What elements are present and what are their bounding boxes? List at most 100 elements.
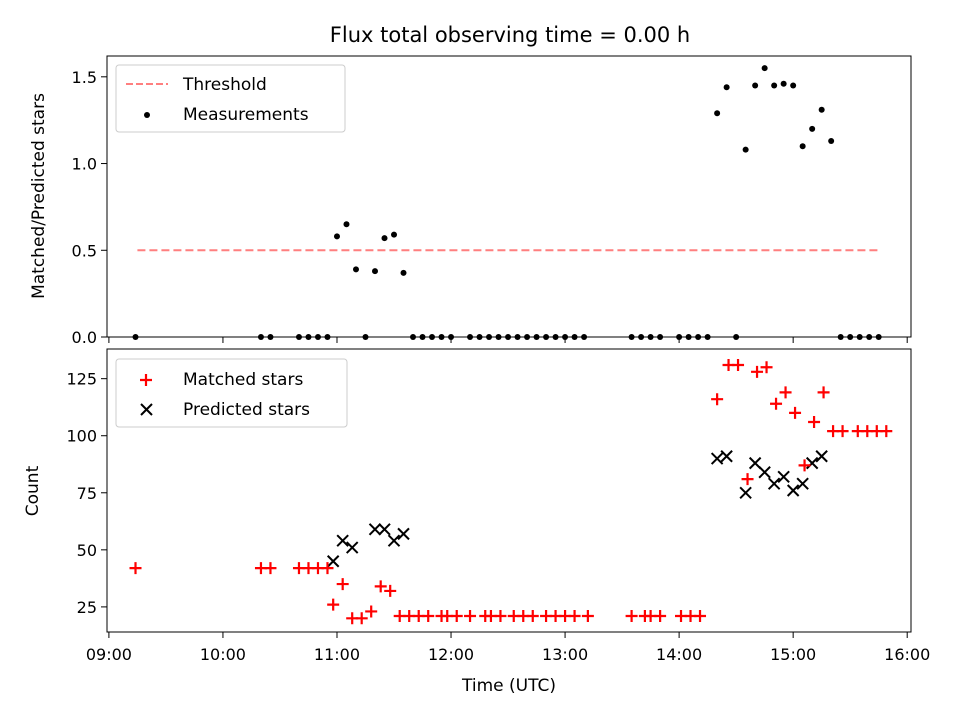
top-axes-frame xyxy=(106,55,912,338)
matched-star-point xyxy=(798,459,811,472)
matched-star-point xyxy=(568,610,581,623)
bottom-legend: Matched stars Predicted stars xyxy=(115,358,348,428)
bottom-x-tick-label: 12:00 xyxy=(428,645,474,664)
predicted-star-point xyxy=(815,450,828,463)
measurement-point xyxy=(752,82,759,89)
matched-star-point xyxy=(654,610,667,623)
measurement-point xyxy=(828,137,835,144)
measurement-point xyxy=(391,231,398,238)
matched-star-point xyxy=(789,406,802,419)
matched-star-point xyxy=(817,386,830,399)
matched-star-point xyxy=(732,358,745,371)
matched-star-point xyxy=(494,610,507,623)
matched-star-point xyxy=(384,584,397,597)
measurement-point xyxy=(742,146,749,153)
legend-matched-swatch xyxy=(140,374,152,386)
top-legend: Threshold Measurements xyxy=(115,64,346,133)
legend-matched-label: Matched stars xyxy=(183,370,303,390)
predicted-star-point xyxy=(758,466,771,479)
bottom-y-tick-label: 100 xyxy=(66,427,97,446)
predicted-star-point xyxy=(387,534,401,547)
measurement-point xyxy=(809,125,816,132)
predicted-star-point xyxy=(796,477,809,490)
measurement-point xyxy=(771,82,778,89)
predicted-star-point xyxy=(397,527,410,541)
matched-star-point xyxy=(760,361,773,374)
matched-star-point xyxy=(880,425,893,438)
matched-star-point xyxy=(526,610,539,623)
matched-star-point xyxy=(808,416,821,429)
measurement-point xyxy=(799,143,806,150)
figure-title: Flux total observing time = 0.00 h xyxy=(330,23,690,47)
matched-star-point xyxy=(355,612,368,625)
measurement-point xyxy=(343,221,350,228)
bottom-legend-box xyxy=(115,358,348,428)
legend-predicted-swatch xyxy=(140,403,153,416)
bottom-panel: 25 50 75 100 125 09:00 10:00 11:00 12:00 13:00 14… xyxy=(23,348,930,696)
top-y-axis-label: Matched/Predicted stars xyxy=(29,93,49,299)
top-y-tick-label: 0.5 xyxy=(72,241,97,260)
predicted-star-point xyxy=(748,456,762,470)
measurement-point xyxy=(714,110,721,117)
matched-star-point xyxy=(711,393,724,406)
bottom-x-axis-label: Time (UTC) xyxy=(461,676,556,696)
top-y-tick-label: 1.5 xyxy=(72,68,97,87)
bottom-y-tick-label: 50 xyxy=(77,541,97,560)
top-y-tick-label: 0.0 xyxy=(72,328,97,347)
measurement-point xyxy=(381,235,388,242)
matched-star-point xyxy=(741,473,754,486)
predicted-star-point xyxy=(786,484,800,497)
matched-star-point xyxy=(836,425,849,438)
predicted-star-point xyxy=(326,555,340,568)
bottom-x-ticks: 09:00 10:00 11:00 12:00 13:00 14:00 15:00 16:00 xyxy=(86,632,930,664)
bottom-x-tick-label: 15:00 xyxy=(770,645,816,664)
predicted-star-point xyxy=(378,523,391,536)
predicted-star-point xyxy=(710,452,724,465)
matched-star-point xyxy=(464,610,477,623)
predicted-star-point xyxy=(777,470,790,484)
matched-star-point xyxy=(374,580,387,593)
bottom-plot-area xyxy=(129,358,893,625)
predicted-star-point xyxy=(805,456,819,470)
matched-star-point xyxy=(422,610,435,623)
legend-measurements-label: Measurements xyxy=(183,105,309,125)
bottom-y-tick-label: 125 xyxy=(66,370,97,389)
measurement-point xyxy=(372,268,378,275)
bottom-y-tick-label: 75 xyxy=(77,484,97,503)
bottom-x-tick-label: 10:00 xyxy=(200,645,246,664)
bottom-x-tick-label: 16:00 xyxy=(884,645,930,664)
legend-predicted-label: Predicted stars xyxy=(183,400,310,420)
predicted-star-point xyxy=(767,477,781,490)
legend-measurements-swatch xyxy=(144,112,150,118)
matched-star-point xyxy=(751,365,764,378)
predicted-star-point xyxy=(720,450,733,463)
measurement-point xyxy=(780,80,787,87)
measurement-point xyxy=(333,233,340,240)
measurement-point xyxy=(723,84,730,91)
matched-star-point xyxy=(581,610,594,623)
matched-star-point xyxy=(365,605,378,618)
matched-star-point xyxy=(450,610,463,623)
top-y-tick-label: 1.0 xyxy=(72,155,97,174)
bottom-y-tick-label: 25 xyxy=(77,598,97,617)
bottom-axes-frame xyxy=(106,348,912,633)
matched-star-point xyxy=(321,562,334,575)
bottom-x-tick-label: 14:00 xyxy=(656,645,702,664)
predicted-star-point xyxy=(368,523,382,536)
bottom-y-axis-label: Count xyxy=(23,465,43,516)
bottom-x-tick-label: 11:00 xyxy=(314,645,360,664)
matched-star-point xyxy=(336,578,349,591)
top-panel: 0.0 0.5 1.0 1.5 Matched/Predicted stars Thr… xyxy=(29,55,912,347)
bottom-y-ticks: 25 50 75 100 125 xyxy=(66,370,107,617)
measurement-point xyxy=(352,266,359,273)
matched-star-point xyxy=(327,598,340,611)
matched-star-point xyxy=(770,397,783,410)
predicted-star-point xyxy=(739,486,752,499)
matched-star-point xyxy=(129,562,142,575)
matched-star-point xyxy=(264,562,277,575)
top-y-ticks: 0.0 0.5 1.0 1.5 xyxy=(72,68,107,347)
legend-threshold-label: Threshold xyxy=(182,75,267,95)
predicted-star-point xyxy=(345,541,359,554)
top-legend-box xyxy=(115,64,346,133)
